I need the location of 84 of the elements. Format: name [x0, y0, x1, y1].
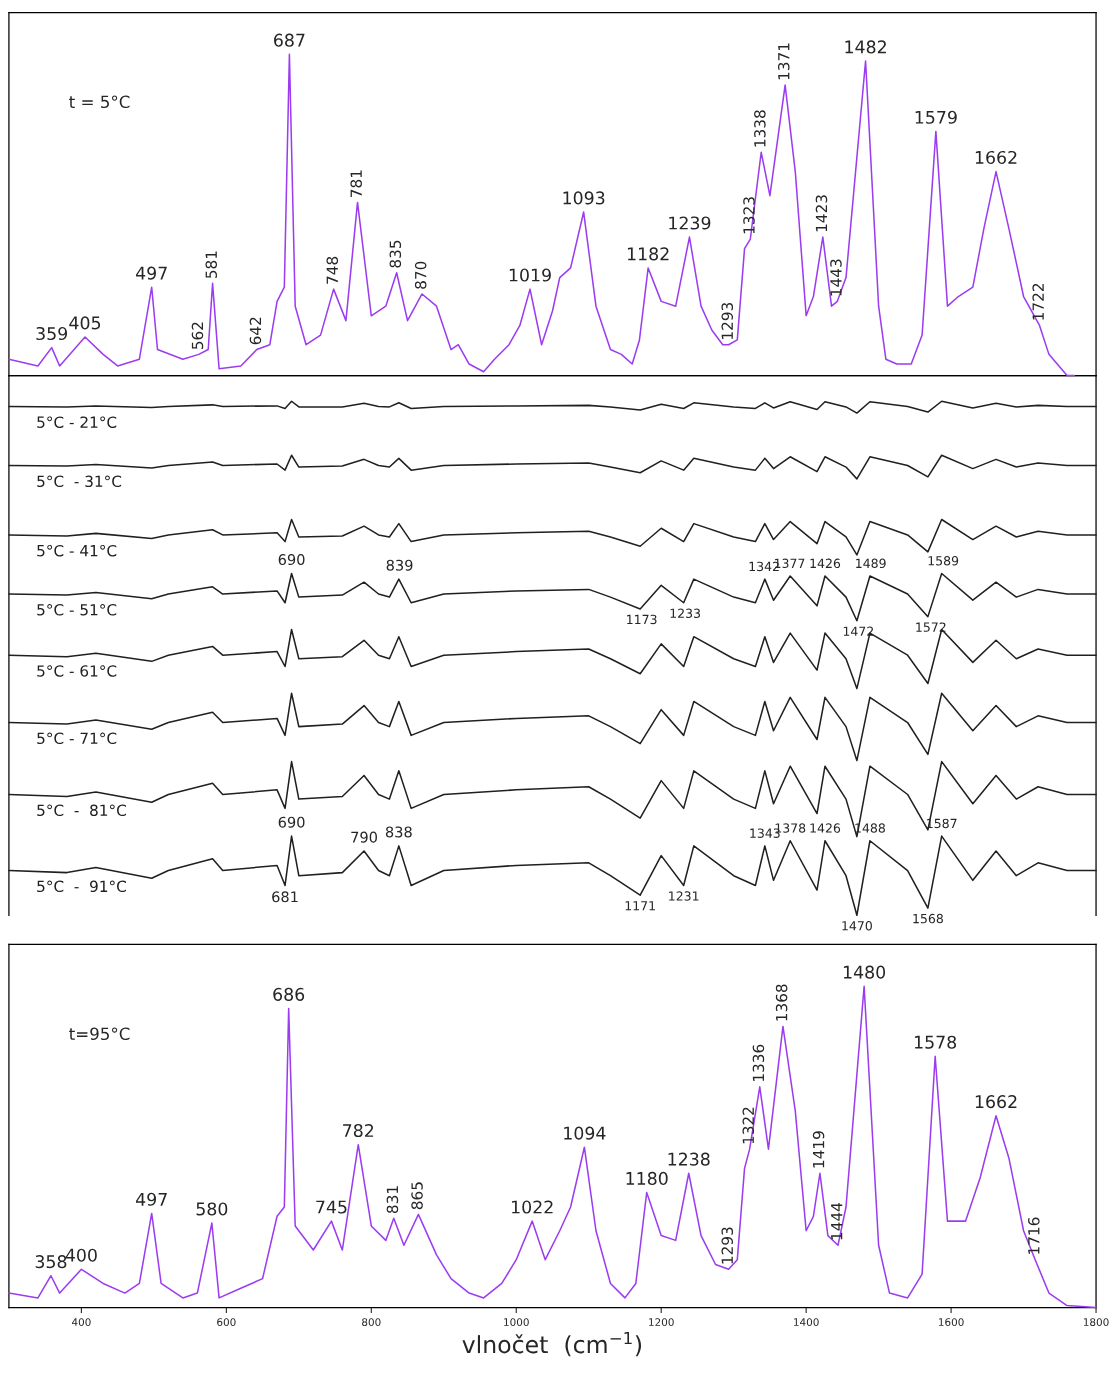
annotation: 1472 [843, 626, 873, 636]
annotation: 790 [351, 831, 377, 843]
annotation: 1423 [815, 195, 828, 232]
annotation: 580 [196, 1202, 228, 1216]
annotation: 358 [35, 1255, 67, 1269]
x-tick-label: 1200 [649, 1318, 674, 1327]
annotation: t=95°C [69, 1027, 130, 1041]
annotation: 687 [274, 33, 305, 47]
annotation: 642 [249, 317, 262, 345]
annotation: 497 [135, 266, 167, 280]
annotation: 1722 [1032, 283, 1044, 320]
annotation: 1368 [775, 984, 788, 1021]
annotation: 681 [272, 891, 298, 903]
series-label: 5°C - 51°C [37, 604, 117, 616]
annotation: 1239 [669, 216, 711, 230]
annotation: 1293 [721, 1227, 734, 1264]
annotation: 1180 [626, 1171, 668, 1185]
annotation: 838 [385, 826, 412, 838]
annotation: 1662 [975, 1095, 1017, 1109]
annotation: 1323 [743, 197, 755, 234]
annotation: 400 [65, 1248, 97, 1262]
x-tick-label: 600 [217, 1318, 236, 1327]
x-axis-title: vlnočet (cm$^{−1}$) [462, 1331, 642, 1357]
annotation: 781 [350, 170, 362, 197]
series-label: 5°C - 61°C [37, 665, 117, 677]
x-tick-label: 1800 [1083, 1318, 1109, 1327]
annotation: 1662 [975, 150, 1017, 165]
annotation: 1443 [830, 259, 842, 296]
annotation: 1419 [812, 1131, 825, 1168]
annotation: 686 [273, 987, 305, 1001]
annotation: 1338 [754, 110, 766, 147]
annotation: 581 [205, 251, 218, 279]
series-label: 5°C - 31°C [37, 475, 122, 488]
annotation: 1568 [913, 913, 943, 924]
annotation: 1489 [856, 558, 886, 569]
series-label: 5°C - 91°C [37, 880, 126, 893]
annotation: 865 [411, 1182, 423, 1210]
annotation: 1293 [721, 302, 734, 339]
annotation: 497 [135, 1192, 167, 1206]
annotation: 748 [326, 256, 339, 284]
annotation: 870 [414, 261, 427, 289]
annotation: 1093 [563, 191, 605, 205]
annotation: 1470 [842, 921, 872, 931]
annotation: 1482 [845, 40, 886, 54]
annotation: 1322 [742, 1107, 755, 1144]
annotation: 782 [343, 1123, 374, 1138]
annotation: 359 [36, 326, 68, 341]
annotation: 1578 [914, 1035, 957, 1049]
annotation: 1579 [915, 110, 957, 124]
annotation: 1094 [564, 1126, 606, 1140]
annotation: 405 [69, 316, 101, 330]
x-tick-label: 400 [71, 1318, 91, 1327]
annotation: 745 [316, 1200, 347, 1214]
annotation: 831 [386, 1186, 399, 1214]
annotation: 562 [191, 322, 204, 350]
series-label: 5°C - 21°C [37, 416, 117, 428]
annotation: 1171 [625, 901, 655, 911]
annotation: 1238 [668, 1152, 710, 1166]
annotation: 1019 [509, 268, 551, 282]
x-tick-label: 1400 [794, 1318, 819, 1327]
x-tick-label: 800 [362, 1318, 381, 1327]
x-tick-label: 1000 [504, 1318, 529, 1327]
series-label: 5°C - 81°C [37, 804, 126, 817]
annotation: 1231 [669, 891, 699, 901]
annotation: 1716 [1028, 1217, 1040, 1254]
annotation: 1426 [810, 558, 841, 569]
annotation: 1589 [928, 556, 959, 566]
series-label: 5°C - 71°C [37, 732, 117, 745]
series-label: 5°C - 41°C [37, 544, 117, 557]
annotation: 1444 [831, 1203, 843, 1240]
annotation: 1173 [627, 614, 657, 625]
annotation: 1426 [810, 823, 841, 833]
annotation: t = 5°C [69, 95, 130, 109]
annotation: 1182 [627, 247, 669, 261]
annotation: 1371 [778, 43, 790, 80]
annotation: 1480 [843, 965, 886, 979]
annotation: 1022 [512, 1200, 553, 1214]
annotation: 690 [278, 554, 305, 566]
annotation: 690 [278, 816, 305, 828]
annotation: 1233 [670, 608, 701, 618]
x-tick-label: 1600 [938, 1318, 964, 1327]
annotation: 1336 [752, 1044, 765, 1081]
annotation: 835 [389, 240, 402, 268]
annotation: 839 [386, 559, 413, 571]
